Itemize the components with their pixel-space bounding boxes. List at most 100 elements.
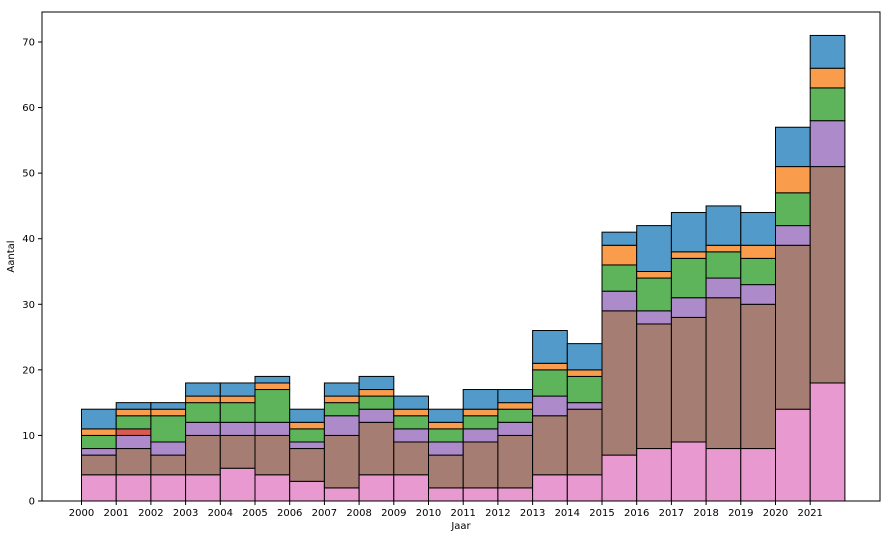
bar-segment-2011-series-1 xyxy=(462,441,499,489)
bar-segment-2017-series-5 xyxy=(670,251,707,259)
bar-segment-2000-series-5 xyxy=(81,428,117,436)
bar-segment-2012-series-2 xyxy=(497,421,534,436)
bar-segment-2016-series-2 xyxy=(636,310,672,325)
bar-segment-2012-series-5 xyxy=(497,402,534,410)
bar-segment-2009-series-4 xyxy=(393,415,429,430)
bar-segment-2011-series-0 xyxy=(462,487,499,502)
bar-segment-2019-series-0 xyxy=(740,448,776,502)
bar-segment-2012-series-4 xyxy=(497,408,534,423)
bar-segment-2009-series-6 xyxy=(393,395,429,410)
bar-segment-2019-series-4 xyxy=(740,257,776,286)
bar-segment-2006-series-1 xyxy=(289,448,325,482)
bar-segment-2021-series-1 xyxy=(809,166,846,384)
bar-segment-2017-series-1 xyxy=(670,316,707,443)
bar-segment-2015-series-6 xyxy=(601,231,638,246)
bar-segment-2007-series-4 xyxy=(323,402,360,417)
bar-segment-2002-series-6 xyxy=(150,402,187,410)
bar-segment-2020-series-5 xyxy=(775,166,811,194)
bar-segment-2017-series-6 xyxy=(670,211,707,253)
x-tick-label: 2004 xyxy=(208,508,233,519)
bar-segment-2018-series-2 xyxy=(705,277,742,299)
bar-segment-2001-series-4 xyxy=(115,415,152,430)
bar-segment-2014-series-1 xyxy=(566,408,603,476)
x-tick-label: 2003 xyxy=(173,508,198,519)
bar-segment-2004-series-5 xyxy=(219,395,256,404)
bar-segment-2008-series-6 xyxy=(358,375,395,391)
x-tick-label: 2001 xyxy=(103,508,128,519)
x-tick-label: 2019 xyxy=(728,508,753,519)
bar-segment-2015-series-4 xyxy=(601,264,638,292)
x-tick-label: 2002 xyxy=(138,508,163,519)
bar-segment-2004-series-1 xyxy=(219,434,256,469)
bar-segment-2005-series-2 xyxy=(254,421,291,436)
bar-segment-2004-series-6 xyxy=(219,382,256,397)
x-tick-label: 2012 xyxy=(485,508,510,519)
bar-segment-2020-series-1 xyxy=(775,244,811,410)
bar-segment-2018-series-6 xyxy=(705,205,742,246)
bar-segment-2010-series-1 xyxy=(428,454,464,489)
bar-segment-2002-series-0 xyxy=(150,474,187,502)
x-tick-label: 2014 xyxy=(555,508,580,519)
x-tick-label: 2016 xyxy=(624,508,649,519)
bar-segment-2009-series-2 xyxy=(393,428,429,443)
bar-segment-2002-series-4 xyxy=(150,415,187,443)
x-axis-ticks: 2000 2001 2002 2003 2004 2005 2006 2007 2008 2009… xyxy=(69,501,823,519)
bar-segment-2003-series-1 xyxy=(185,434,221,476)
y-tick-label: 20 xyxy=(22,365,35,376)
x-tick-label: 2009 xyxy=(381,508,406,519)
bar-segment-2001-series-5 xyxy=(115,408,152,417)
bar-segment-2020-series-6 xyxy=(775,126,811,168)
bar-segment-2016-series-6 xyxy=(636,225,672,273)
bar-segment-2013-series-2 xyxy=(532,395,568,417)
bar-segment-2016-series-0 xyxy=(636,448,672,502)
bar-segment-2005-series-0 xyxy=(254,474,291,502)
bar-segment-2008-series-2 xyxy=(358,408,395,423)
bar-segment-2001-series-3 xyxy=(115,428,152,436)
x-tick-label: 2021 xyxy=(797,508,822,519)
bar-segment-2017-series-4 xyxy=(670,257,707,299)
bar-segment-2001-series-6 xyxy=(115,402,152,410)
y-tick-label: 30 xyxy=(22,300,35,311)
bar-segment-2001-series-2 xyxy=(115,434,152,450)
bar-segment-2006-series-0 xyxy=(289,480,325,502)
x-tick-label: 2005 xyxy=(242,508,267,519)
bar-segment-2009-series-1 xyxy=(393,441,429,476)
bar-segment-2013-series-1 xyxy=(532,415,568,476)
bar-segment-2000-series-0 xyxy=(81,474,117,502)
y-tick-label: 60 xyxy=(22,103,35,114)
bar-segment-2008-series-5 xyxy=(358,389,395,397)
x-tick-label: 2006 xyxy=(277,508,302,519)
bar-segment-2000-series-4 xyxy=(81,434,117,450)
bar-segment-2018-series-0 xyxy=(705,448,742,502)
bar-segment-2000-series-6 xyxy=(81,408,117,430)
bar-segment-2013-series-6 xyxy=(532,330,568,364)
y-tick-label: 10 xyxy=(22,431,35,442)
bar-segment-2011-series-4 xyxy=(462,415,499,430)
x-tick-label: 2020 xyxy=(763,508,788,519)
y-tick-label: 50 xyxy=(22,169,35,180)
bar-segment-2003-series-6 xyxy=(185,382,221,397)
bar-segment-2014-series-4 xyxy=(566,375,603,404)
x-tick-label: 2017 xyxy=(659,508,684,519)
bar-segment-2018-series-1 xyxy=(705,297,742,450)
bar-segment-2017-series-0 xyxy=(670,441,707,502)
bar-segment-2013-series-4 xyxy=(532,369,568,397)
y-axis-ticks: 0 10 20 30 40 50 60 70 xyxy=(22,38,42,508)
bar-segment-2011-series-6 xyxy=(462,389,499,410)
bar-segment-2014-series-6 xyxy=(566,343,603,371)
bar-segment-2000-series-2 xyxy=(81,448,117,456)
bar-segment-2014-series-2 xyxy=(566,402,603,410)
bar-segment-2015-series-5 xyxy=(601,244,638,266)
bar-segment-2001-series-0 xyxy=(115,474,152,502)
bar-segment-2008-series-4 xyxy=(358,395,395,410)
bar-segment-2003-series-4 xyxy=(185,402,221,423)
bar-segment-2012-series-1 xyxy=(497,434,534,489)
bar-segment-2006-series-6 xyxy=(289,408,325,423)
bar-segment-2015-series-0 xyxy=(601,454,638,502)
x-tick-label: 2015 xyxy=(589,508,614,519)
x-tick-label: 2007 xyxy=(312,508,337,519)
bar-segment-2010-series-4 xyxy=(428,428,464,443)
bar-segment-2003-series-0 xyxy=(185,474,221,502)
bar-segment-2014-series-5 xyxy=(566,369,603,377)
bar-segment-2011-series-2 xyxy=(462,428,499,443)
